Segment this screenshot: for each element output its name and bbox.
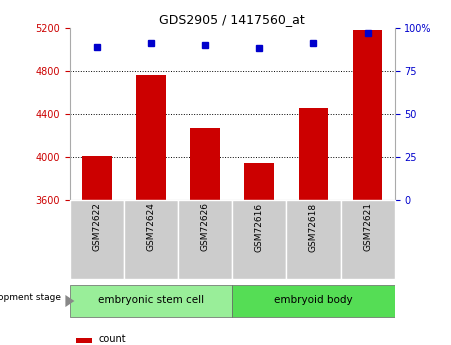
FancyBboxPatch shape xyxy=(286,200,341,279)
FancyBboxPatch shape xyxy=(124,200,178,279)
Text: GSM72616: GSM72616 xyxy=(255,203,264,252)
Text: GSM72626: GSM72626 xyxy=(201,203,210,252)
FancyBboxPatch shape xyxy=(232,200,286,279)
Text: development stage: development stage xyxy=(0,293,61,302)
FancyBboxPatch shape xyxy=(70,285,232,317)
FancyBboxPatch shape xyxy=(178,200,232,279)
Polygon shape xyxy=(65,295,74,307)
Bar xyxy=(76,338,92,343)
Bar xyxy=(190,128,220,200)
Bar xyxy=(299,108,328,200)
Bar xyxy=(82,156,112,200)
Title: GDS2905 / 1417560_at: GDS2905 / 1417560_at xyxy=(159,13,305,27)
Text: embryonic stem cell: embryonic stem cell xyxy=(98,295,204,305)
Text: GSM72624: GSM72624 xyxy=(147,203,156,252)
FancyBboxPatch shape xyxy=(70,200,124,279)
Text: GSM72621: GSM72621 xyxy=(363,203,372,252)
FancyBboxPatch shape xyxy=(341,200,395,279)
FancyBboxPatch shape xyxy=(232,285,395,317)
Text: GSM72618: GSM72618 xyxy=(309,203,318,252)
Text: count: count xyxy=(98,334,126,344)
Bar xyxy=(353,30,382,200)
Bar xyxy=(244,164,274,200)
Bar xyxy=(136,75,166,200)
Text: GSM72622: GSM72622 xyxy=(92,203,101,252)
Text: embryoid body: embryoid body xyxy=(274,295,353,305)
